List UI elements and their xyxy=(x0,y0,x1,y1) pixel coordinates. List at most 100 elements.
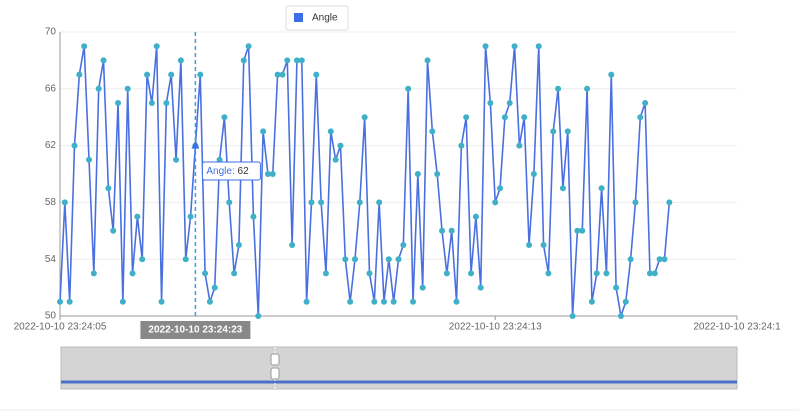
data-point xyxy=(511,43,518,50)
data-point xyxy=(371,298,378,305)
data-point xyxy=(646,270,653,277)
data-point xyxy=(429,128,436,135)
data-point xyxy=(584,85,591,92)
data-point xyxy=(458,142,465,149)
y-tick-label: 62 xyxy=(45,140,57,151)
data-point xyxy=(129,270,136,277)
data-point xyxy=(516,142,523,149)
legend-label[interactable]: Angle xyxy=(312,13,338,24)
data-point xyxy=(231,270,238,277)
data-point xyxy=(342,256,349,263)
data-point xyxy=(608,71,615,78)
data-point xyxy=(255,313,262,319)
data-point xyxy=(245,43,252,50)
data-point xyxy=(318,199,325,206)
data-point xyxy=(250,213,257,220)
data-point xyxy=(385,256,392,263)
data-point xyxy=(163,100,170,106)
x-tick-label: 2022-10-10 23:24:1 xyxy=(693,322,781,333)
data-point xyxy=(617,313,624,319)
data-point xyxy=(497,185,504,192)
data-point xyxy=(322,270,329,277)
data-point xyxy=(574,227,581,234)
data-point xyxy=(337,142,344,149)
data-point xyxy=(492,199,499,206)
data-point xyxy=(506,100,513,106)
data-point xyxy=(627,256,634,263)
data-point xyxy=(153,43,160,50)
data-point xyxy=(221,114,228,121)
data-point xyxy=(351,256,358,263)
y-tick-label: 70 xyxy=(45,27,57,38)
data-point xyxy=(642,100,649,106)
data-point xyxy=(66,298,73,305)
data-point xyxy=(226,199,233,206)
data-point xyxy=(298,57,305,64)
data-point xyxy=(182,256,189,263)
data-point xyxy=(521,114,528,121)
data-point xyxy=(468,270,475,277)
tooltip-series: Angle xyxy=(206,166,232,177)
data-point xyxy=(284,57,291,64)
data-point xyxy=(260,128,267,135)
x-tick-label: 2022-10-10 23:24:13 xyxy=(449,322,542,333)
data-point xyxy=(76,71,83,78)
data-point xyxy=(361,114,368,121)
zoom-handle[interactable] xyxy=(270,353,280,366)
data-point xyxy=(434,171,441,177)
data-point xyxy=(279,71,286,78)
data-point xyxy=(656,256,663,263)
pointer-label-bg xyxy=(140,321,251,339)
data-point xyxy=(274,71,281,78)
pointer-marker xyxy=(191,140,200,149)
data-point xyxy=(661,256,668,263)
data-point xyxy=(482,43,489,50)
data-point xyxy=(632,199,639,206)
data-point xyxy=(453,298,460,305)
zoom-handle[interactable] xyxy=(270,367,280,380)
series-line xyxy=(59,45,671,317)
data-point xyxy=(293,57,300,64)
data-point xyxy=(86,156,93,163)
data-point xyxy=(579,227,586,234)
data-point xyxy=(119,298,126,305)
data-point xyxy=(308,199,315,206)
data-point xyxy=(144,71,151,78)
data-point xyxy=(211,284,218,291)
data-point xyxy=(313,71,320,78)
data-point xyxy=(501,114,508,121)
legend-box[interactable] xyxy=(285,5,349,31)
y-tick-label: 50 xyxy=(45,311,57,322)
data-point xyxy=(139,256,146,263)
data-point xyxy=(105,185,112,192)
data-point xyxy=(332,156,339,163)
data-point xyxy=(347,298,354,305)
data-point xyxy=(530,171,537,177)
y-tick-label: 58 xyxy=(45,197,57,208)
data-point xyxy=(540,242,547,248)
data-point xyxy=(71,142,78,149)
data-point xyxy=(424,57,431,64)
data-point xyxy=(395,256,402,263)
data-point xyxy=(356,199,363,206)
y-tick-label: 54 xyxy=(45,254,57,265)
data-point xyxy=(419,284,426,291)
data-point xyxy=(240,57,247,64)
data-point xyxy=(603,270,610,277)
data-point xyxy=(134,213,141,220)
data-point xyxy=(158,298,165,305)
data-point xyxy=(187,213,194,220)
data-point xyxy=(100,57,107,64)
x-tick-label: 2022-10-10 23:24:05 xyxy=(14,322,107,333)
data-point xyxy=(414,171,421,177)
data-point xyxy=(545,270,552,277)
data-point xyxy=(110,227,117,234)
legend-swatch xyxy=(294,13,303,22)
data-point xyxy=(264,171,271,177)
tooltip: Angle: 62 xyxy=(201,161,261,181)
data-point xyxy=(115,100,122,106)
tooltip-value: 62 xyxy=(238,166,250,177)
data-point xyxy=(593,270,600,277)
